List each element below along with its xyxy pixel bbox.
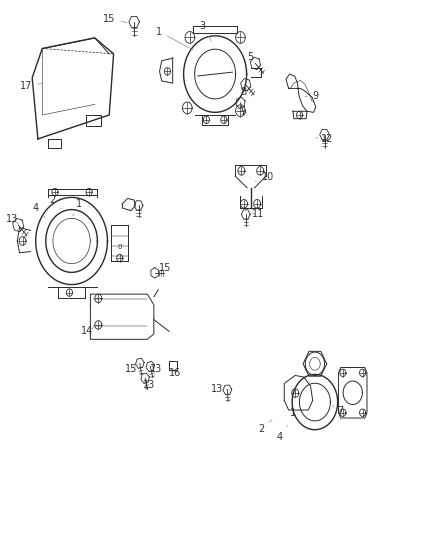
- Text: 9: 9: [304, 91, 318, 101]
- Text: 15: 15: [125, 364, 137, 374]
- Text: 16: 16: [168, 368, 180, 378]
- Text: 5: 5: [244, 52, 253, 67]
- Text: 4: 4: [32, 203, 45, 217]
- Text: 15: 15: [103, 14, 127, 25]
- Text: 17: 17: [20, 81, 42, 91]
- Text: 11: 11: [251, 209, 264, 220]
- Text: 8: 8: [240, 83, 246, 97]
- Text: 15: 15: [158, 263, 170, 272]
- Text: 10: 10: [255, 172, 273, 182]
- Text: 13: 13: [143, 379, 155, 390]
- Text: 13: 13: [6, 214, 18, 224]
- Text: 1: 1: [155, 27, 193, 50]
- Text: 14: 14: [81, 326, 93, 336]
- Text: 1: 1: [73, 199, 81, 216]
- Text: 7: 7: [332, 406, 342, 416]
- Text: 13: 13: [150, 364, 162, 374]
- Text: 0: 0: [117, 244, 122, 251]
- Text: 13: 13: [211, 384, 227, 394]
- Text: 2: 2: [258, 420, 272, 434]
- Text: 12: 12: [315, 134, 332, 144]
- Text: 4: 4: [276, 425, 287, 442]
- Text: 1: 1: [289, 404, 300, 418]
- Text: 3: 3: [198, 21, 211, 41]
- Text: 2: 2: [49, 195, 61, 209]
